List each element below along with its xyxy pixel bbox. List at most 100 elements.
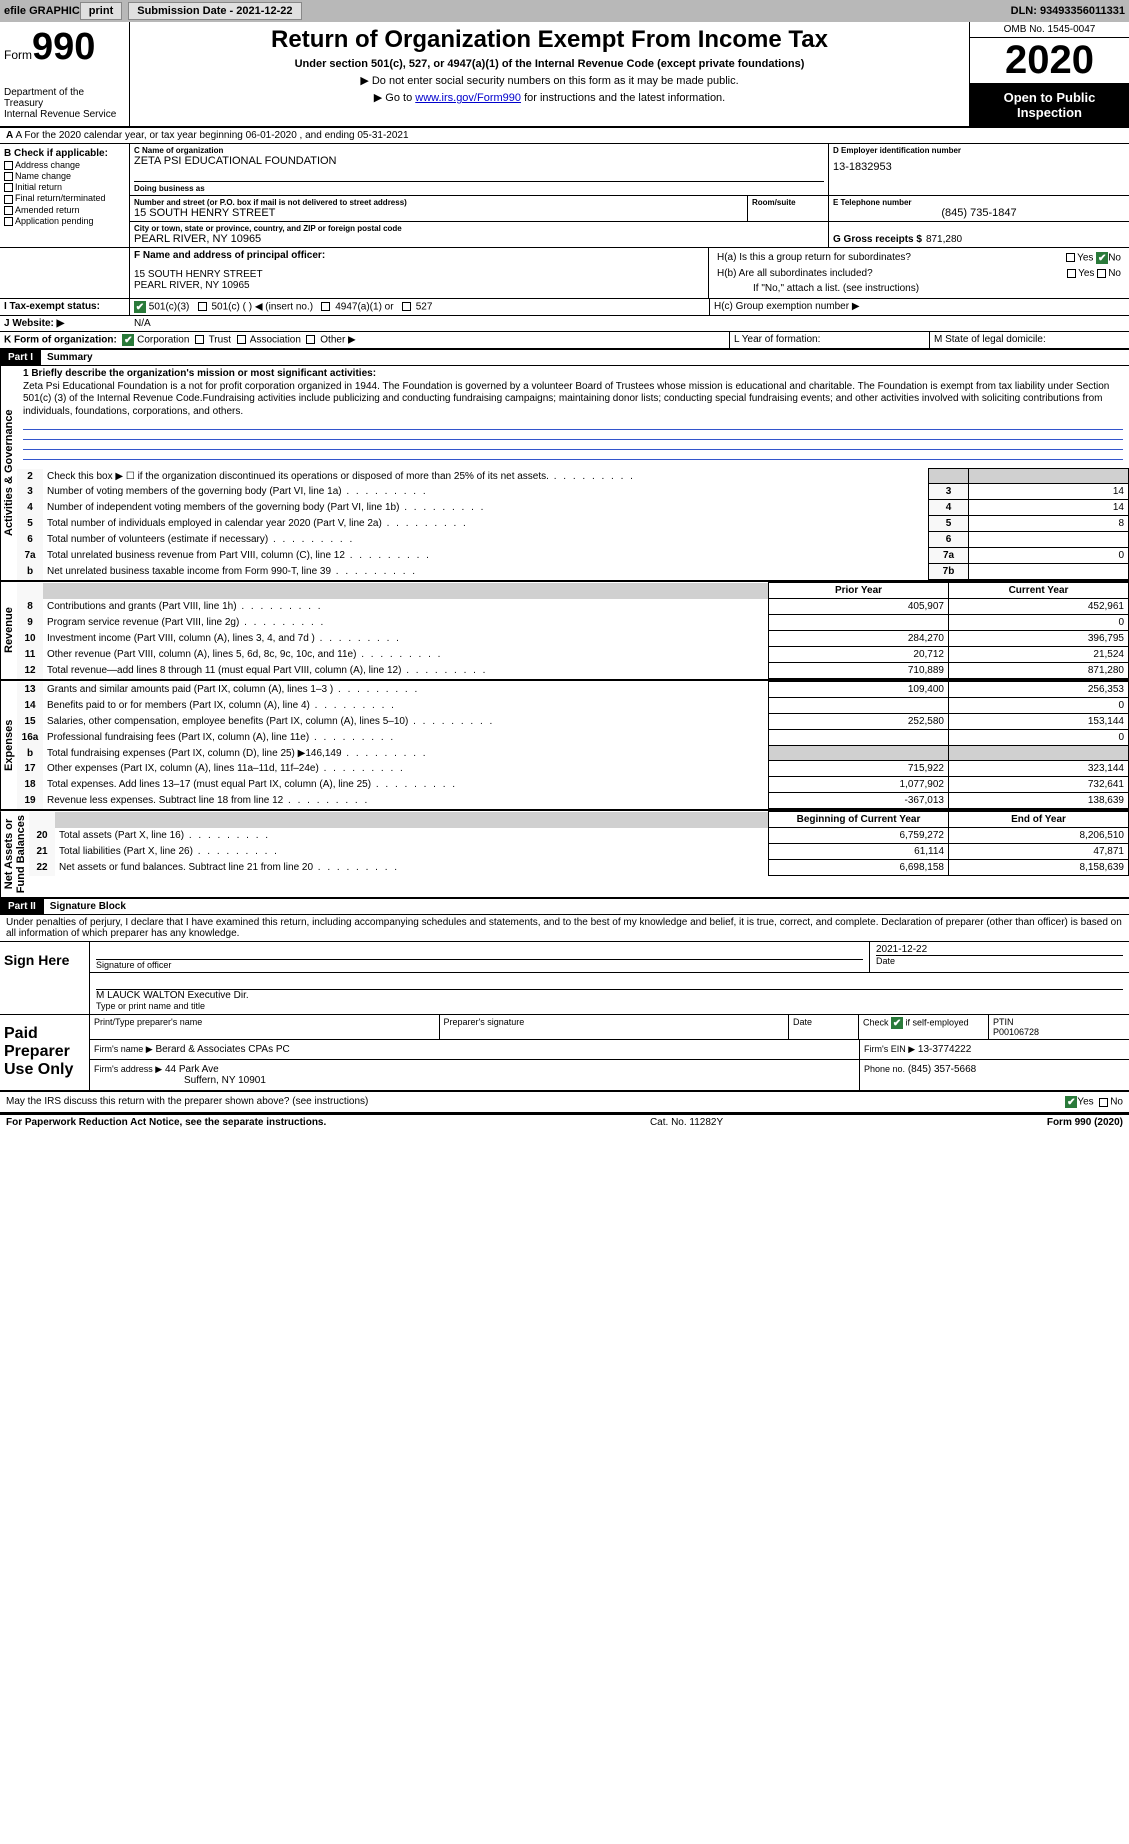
cb-app-pending[interactable]: Application pending [15, 216, 94, 226]
sign-here-label: Sign Here [0, 942, 90, 1014]
rev-table: Prior YearCurrent Year8Contributions and… [17, 582, 1129, 679]
exp-table: 13Grants and similar amounts paid (Part … [17, 681, 1129, 809]
part1-header: Part I Summary [0, 350, 1129, 366]
officer-name: M LAUCK WALTON Executive Dir. [96, 990, 249, 1001]
sec-expenses: Expenses 13Grants and similar amounts pa… [0, 681, 1129, 811]
sec-netassets: Net Assets or Fund Balances Beginning of… [0, 811, 1129, 899]
discuss-text: May the IRS discuss this return with the… [6, 1096, 1065, 1108]
dept-label: Department of the Treasury Internal Reve… [4, 87, 125, 120]
form-number: Form990 [4, 26, 125, 69]
sig-officer-label: Signature of officer [96, 960, 863, 970]
row-j: J Website: ▶ N/A [0, 316, 1129, 332]
firm-phone: Phone no. (845) 357-5668 [859, 1060, 1129, 1090]
mission-block: 1 Briefly describe the organization's mi… [17, 366, 1129, 420]
side-exp: Expenses [0, 681, 17, 809]
footer-center: Cat. No. 11282Y [650, 1117, 723, 1128]
phone-value: (845) 735-1847 [833, 207, 1125, 219]
cb-address-change[interactable]: Address change [15, 160, 80, 170]
irs-link[interactable]: www.irs.gov/Form990 [415, 92, 521, 104]
submission-date: Submission Date - 2021-12-22 [128, 2, 301, 20]
line-m: M State of legal domicile: [929, 332, 1129, 348]
opt-501c[interactable]: 501(c) ( ) ◀ (insert no.) [211, 302, 313, 313]
box-b-header: B Check if applicable: [4, 148, 125, 159]
officer-street: 15 SOUTH HENRY STREET [134, 269, 704, 280]
line-j-label: J Website: ▶ [0, 316, 130, 331]
opt-corp[interactable]: Corporation [137, 335, 189, 346]
h-a-label: H(a) Is this a group return for subordin… [717, 252, 1066, 264]
row-i: I Tax-exempt status: ✔ 501(c)(3) 501(c) … [0, 299, 1129, 316]
cb-name-change[interactable]: Name change [15, 171, 71, 181]
city-value: PEARL RIVER, NY 10965 [134, 233, 824, 245]
ein-label: D Employer identification number [833, 146, 1125, 155]
part2-title: Signature Block [44, 899, 132, 914]
ssn-note: ▶ Do not enter social security numbers o… [138, 74, 961, 87]
phone-label: E Telephone number [833, 198, 1125, 207]
side-gov: Activities & Governance [0, 366, 17, 580]
mission-q: 1 Briefly describe the organization's mi… [23, 368, 376, 379]
h-a-no[interactable]: No [1108, 253, 1121, 264]
cb-amended[interactable]: Amended return [15, 205, 80, 215]
firm-name: Firm's name ▶ Berard & Associates CPAs P… [90, 1040, 859, 1059]
sig-date: 2021-12-22 [876, 944, 1123, 956]
opt-4947[interactable]: 4947(a)(1) or [335, 302, 393, 313]
open-inspection: Open to Public Inspection [970, 84, 1129, 126]
line-a: A A For the 2020 calendar year, or tax y… [0, 128, 1129, 144]
cb-initial-return[interactable]: Initial return [15, 182, 62, 192]
paid-preparer-label: Paid Preparer Use Only [0, 1015, 90, 1090]
website-value: N/A [130, 316, 1129, 331]
ptin-cell: PTINP00106728 [989, 1015, 1129, 1039]
h-b-no[interactable]: No [1108, 268, 1121, 279]
opt-501c3[interactable]: 501(c)(3) [149, 302, 190, 313]
print-button[interactable]: print [80, 2, 122, 20]
top-bar: efile GRAPHIC print Submission Date - 20… [0, 0, 1129, 22]
prep-sig-label: Preparer's signature [440, 1015, 790, 1039]
h-a-yes[interactable]: Yes [1077, 253, 1093, 264]
website-note: ▶ Go to www.irs.gov/Form990 for instruct… [138, 91, 961, 104]
ein-value: 13-1832953 [833, 155, 1125, 179]
efile-label: efile GRAPHIC [4, 5, 80, 17]
discuss-row: May the IRS discuss this return with the… [0, 1092, 1129, 1114]
dba-label: Doing business as [134, 184, 824, 193]
footer-right: Form 990 (2020) [1047, 1117, 1123, 1128]
discuss-no[interactable]: No [1110, 1097, 1123, 1108]
dln: DLN: 93493356011331 [1011, 5, 1125, 17]
h-b-yes[interactable]: Yes [1078, 268, 1094, 279]
gross-receipts-value: 871,280 [926, 234, 962, 245]
na-table: Beginning of Current YearEnd of Year20To… [29, 811, 1129, 876]
gov-table: 2Check this box ▶ ☐ if the organization … [17, 468, 1129, 580]
footer-left: For Paperwork Reduction Act Notice, see … [6, 1117, 326, 1128]
opt-other[interactable]: Other ▶ [320, 335, 355, 346]
side-rev: Revenue [0, 582, 17, 679]
org-name: ZETA PSI EDUCATIONAL FOUNDATION [134, 155, 824, 167]
h-note: If "No," attach a list. (see instruction… [713, 281, 1125, 296]
officer-name-label: Type or print name and title [96, 1001, 205, 1011]
opt-527[interactable]: 527 [416, 302, 433, 313]
officer-city: PEARL RIVER, NY 10965 [134, 280, 704, 291]
omb-number: OMB No. 1545-0047 [970, 22, 1129, 38]
opt-trust[interactable]: Trust [209, 335, 231, 346]
sec-revenue: Revenue Prior YearCurrent Year8Contribut… [0, 582, 1129, 681]
sec-governance: Activities & Governance 1 Briefly descri… [0, 366, 1129, 582]
box-b: B Check if applicable: Address change Na… [0, 144, 130, 247]
part2-header: Part II Signature Block [0, 899, 1129, 915]
part1-title: Summary [41, 350, 99, 365]
cb-final-return[interactable]: Final return/terminated [15, 193, 106, 203]
line-k-label: K Form of organization: [4, 335, 117, 346]
form-subtitle: Under section 501(c), 527, or 4947(a)(1)… [138, 58, 961, 70]
prep-date-label: Date [789, 1015, 859, 1039]
paid-preparer-row: Paid Preparer Use Only Print/Type prepar… [0, 1015, 1129, 1092]
mission-text: Zeta Psi Educational Foundation is a not… [23, 381, 1109, 417]
tax-year: 2020 [970, 38, 1129, 84]
sign-here-row: Sign Here Signature of officer 2021-12-2… [0, 942, 1129, 1015]
city-label: City or town, state or province, country… [134, 224, 824, 233]
form-title: Return of Organization Exempt From Incom… [138, 26, 961, 54]
part2-tag: Part II [0, 899, 44, 914]
row-f-h: F Name and address of principal officer:… [0, 248, 1129, 299]
line-i-label: I Tax-exempt status: [0, 299, 130, 315]
opt-assoc[interactable]: Association [250, 335, 301, 346]
form-header: Form990 Department of the Treasury Inter… [0, 22, 1129, 128]
discuss-yes[interactable]: Yes [1077, 1097, 1093, 1108]
declaration: Under penalties of perjury, I declare th… [0, 915, 1129, 942]
line-l: L Year of formation: [729, 332, 929, 348]
page-footer: For Paperwork Reduction Act Notice, see … [0, 1114, 1129, 1130]
